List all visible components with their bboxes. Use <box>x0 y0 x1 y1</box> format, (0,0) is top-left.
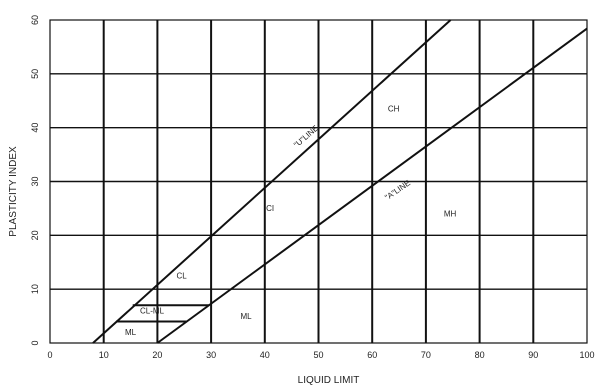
y-tick-label: 40 <box>30 123 40 133</box>
x-tick-label: 90 <box>528 350 538 360</box>
region-label: CI <box>266 204 274 213</box>
y-axis-title: PLASTICITY INDEX <box>8 146 19 237</box>
x-tick-label: 30 <box>206 350 216 360</box>
x-tick-label: 50 <box>313 350 323 360</box>
x-tick-label: 40 <box>260 350 270 360</box>
series-layer <box>92 19 588 344</box>
x-tick-label: 70 <box>421 350 431 360</box>
x-tick-label: 0 <box>47 350 52 360</box>
region-label: CH <box>388 105 400 114</box>
x-tick-label: 80 <box>475 350 485 360</box>
series-line-u-line <box>92 19 452 344</box>
y-tick-label: 50 <box>30 69 40 79</box>
x-tick-label: 60 <box>367 350 377 360</box>
y-tick-label: 60 <box>30 15 40 25</box>
y-tick-label: 0 <box>30 340 40 345</box>
y-tick-label: 20 <box>30 230 40 240</box>
y-tick-label: 10 <box>30 284 40 294</box>
x-tick-label: 10 <box>99 350 109 360</box>
x-tick-label: 20 <box>152 350 162 360</box>
series-line-a-line <box>156 27 588 344</box>
region-label: CL-ML <box>140 306 165 315</box>
region-label: ML <box>125 328 137 337</box>
region-label: MH <box>444 209 457 218</box>
y-tick-label: 30 <box>30 176 40 186</box>
region-label: ML <box>240 312 252 321</box>
grid-layer <box>49 19 588 344</box>
region-label: CL <box>176 271 187 280</box>
axis-layer: 0 10 20 30 40 50 60 70 80 90 100 0 10 20 30 40 50 60 LIQUI… <box>8 15 595 385</box>
x-tick-label: 100 <box>579 350 594 360</box>
x-axis-title: LIQUID LIMIT <box>298 375 360 385</box>
